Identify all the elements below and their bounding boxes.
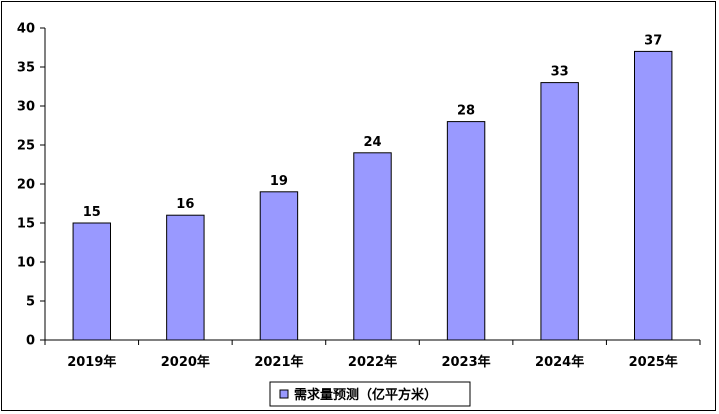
bar — [634, 50, 673, 341]
x-tick-label: 2024年 — [535, 354, 584, 370]
data-label: 37 — [644, 33, 662, 48]
x-tick-label: 2019年 — [67, 354, 116, 370]
x-tick-label: 2021年 — [254, 354, 303, 370]
bar — [353, 152, 392, 341]
bar — [540, 82, 579, 341]
bar — [259, 191, 299, 341]
y-tick-label: 30 — [17, 100, 35, 115]
y-tick-label: 20 — [17, 178, 35, 193]
y-tick-label: 10 — [17, 256, 35, 271]
data-label: 15 — [83, 205, 101, 220]
data-label: 28 — [457, 104, 475, 119]
y-tick-label: 15 — [17, 217, 35, 232]
y-tick-label: 5 — [26, 295, 35, 310]
data-label: 33 — [551, 65, 569, 80]
legend-box — [269, 381, 471, 407]
y-tick-label: 40 — [17, 22, 35, 37]
x-tick-label: 2022年 — [348, 354, 397, 370]
y-tick-label: 35 — [17, 61, 35, 76]
y-tick-label: 0 — [26, 334, 35, 349]
bar — [72, 222, 111, 341]
bar — [446, 121, 486, 341]
legend-swatch — [279, 389, 289, 399]
x-tick-label: 2025年 — [629, 354, 678, 370]
legend-label: 需求量预测（亿平方米） — [294, 387, 437, 403]
data-label: 19 — [270, 174, 288, 189]
bar — [166, 214, 205, 341]
x-tick-label: 2020年 — [161, 354, 210, 370]
data-label: 24 — [363, 135, 381, 150]
x-tick-label: 2023年 — [441, 354, 490, 370]
y-tick-label: 25 — [17, 139, 35, 154]
data-label: 16 — [176, 197, 194, 212]
